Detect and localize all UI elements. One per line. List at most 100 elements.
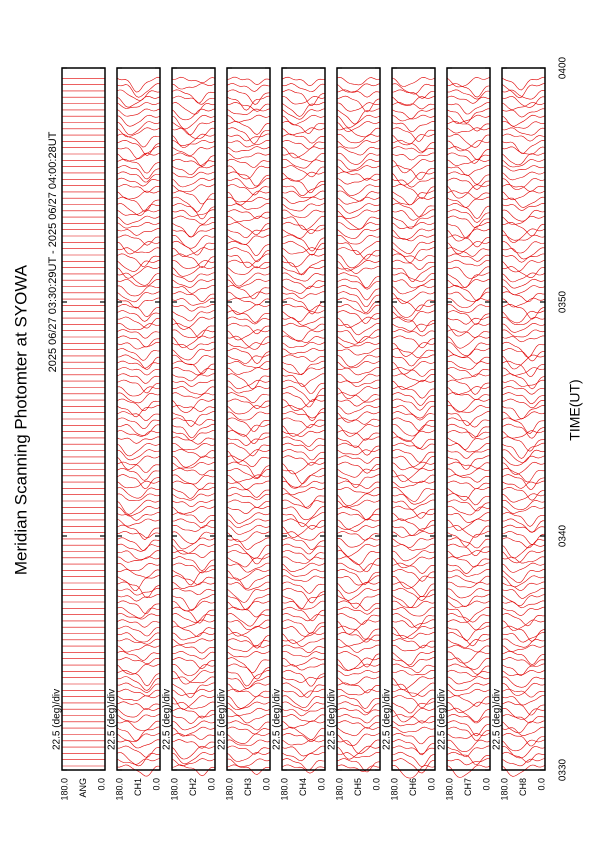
scan-trace <box>226 240 271 256</box>
scan-trace <box>336 600 381 611</box>
scan-trace <box>391 632 436 640</box>
scan-trace <box>281 676 326 683</box>
scan-trace <box>226 518 271 528</box>
scan-trace <box>281 587 326 604</box>
scan-trace <box>336 133 381 144</box>
scan-trace <box>281 196 326 204</box>
scan-trace <box>336 455 381 464</box>
scan-trace <box>281 474 326 489</box>
scan-trace <box>336 348 381 356</box>
scan-trace <box>501 404 546 420</box>
scan-trace <box>226 221 271 235</box>
panel-channel: CH5 <box>353 778 363 796</box>
scan-trace <box>391 95 436 106</box>
scan-trace <box>171 127 216 140</box>
scan-trace <box>116 537 160 552</box>
scan-trace <box>446 184 491 199</box>
scan-trace <box>226 461 271 479</box>
scan-trace <box>391 272 436 282</box>
scan-trace <box>171 203 216 220</box>
scan-trace <box>116 707 161 718</box>
scan-trace <box>446 221 491 239</box>
panel-bottom: 0.0 <box>536 778 546 791</box>
scan-trace <box>226 278 271 288</box>
scan-trace <box>226 184 270 196</box>
scan-trace <box>501 348 545 362</box>
scan-trace <box>226 663 271 680</box>
scan-trace <box>171 581 216 590</box>
scan-trace <box>501 524 546 533</box>
scan-trace <box>336 751 381 759</box>
scan-trace <box>391 190 436 206</box>
scan-trace <box>336 121 381 132</box>
scan-trace <box>116 89 161 101</box>
scan-trace <box>281 392 326 408</box>
scan-trace <box>391 676 436 691</box>
scan-trace <box>336 266 380 275</box>
scan-trace <box>336 568 381 586</box>
scan-trace <box>281 430 326 437</box>
scan-trace <box>116 102 161 109</box>
scan-trace <box>501 76 546 91</box>
scan-trace <box>446 266 491 279</box>
scan-trace <box>391 392 435 406</box>
scan-trace <box>116 581 161 599</box>
scan-trace <box>502 411 546 421</box>
scan-trace <box>446 688 491 697</box>
scan-trace <box>281 228 326 239</box>
scan-trace <box>116 720 161 731</box>
panel-bottom: 0.0 <box>206 778 216 791</box>
panel-frame <box>116 67 161 771</box>
scan-trace <box>226 651 271 658</box>
scan-trace <box>501 726 546 737</box>
scan-trace <box>171 158 216 166</box>
scan-trace <box>391 316 436 333</box>
scan-trace <box>446 304 491 313</box>
scan-trace <box>227 707 271 716</box>
scan-trace <box>501 732 546 747</box>
panel-frame <box>61 67 106 771</box>
scan-trace <box>336 682 381 694</box>
scan-trace <box>391 159 436 174</box>
panel-scale: 22.5 (deg)/div <box>52 689 63 750</box>
scan-trace <box>171 83 216 90</box>
scan-trace <box>226 720 271 731</box>
scan-trace <box>116 436 161 444</box>
scan-trace <box>281 436 325 447</box>
scan-trace <box>171 102 216 115</box>
scan-trace <box>336 720 381 729</box>
scan-trace <box>391 329 436 337</box>
scan-trace <box>171 752 216 765</box>
scan-trace <box>226 493 271 501</box>
scan-trace <box>116 253 160 268</box>
panel-top: 180.0 <box>59 778 69 801</box>
scan-trace <box>501 89 546 100</box>
scan-trace <box>281 569 326 577</box>
scan-trace <box>391 89 436 99</box>
scan-trace <box>116 297 161 309</box>
scan-trace <box>171 449 216 458</box>
scan-trace <box>336 688 381 696</box>
scan-trace <box>501 575 546 588</box>
scan-trace <box>391 524 436 536</box>
scan-trace <box>446 386 491 396</box>
scan-trace <box>446 247 491 257</box>
scan-trace <box>116 543 161 552</box>
scan-trace <box>446 202 491 220</box>
scan-trace <box>501 663 546 676</box>
scan-trace <box>281 215 326 231</box>
scan-trace <box>171 297 216 306</box>
scan-trace <box>336 405 381 415</box>
scan-trace <box>226 304 271 316</box>
scan-trace <box>446 701 491 714</box>
scan-trace <box>171 625 216 638</box>
scan-trace <box>501 127 546 136</box>
scan-trace <box>501 385 546 395</box>
scan-trace <box>226 468 271 480</box>
scan-trace <box>116 310 161 322</box>
scan-trace <box>392 184 435 200</box>
scan-trace <box>116 455 161 470</box>
scan-trace <box>391 726 436 733</box>
scan-trace <box>116 726 161 742</box>
